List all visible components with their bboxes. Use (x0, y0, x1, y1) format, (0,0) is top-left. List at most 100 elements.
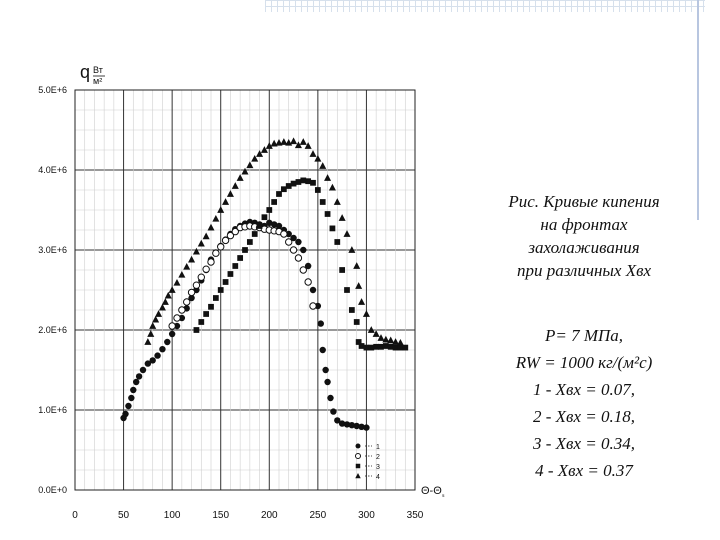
y-axis-label: q Вт м² (80, 62, 105, 86)
data-point (155, 310, 163, 317)
data-point (317, 320, 324, 327)
data-point (144, 360, 152, 367)
data-point (309, 150, 317, 157)
y-tick-label: 1.0E+6 (38, 405, 67, 415)
data-point (368, 344, 375, 351)
data-point (290, 234, 297, 242)
data-point (343, 421, 351, 428)
legend-marker (355, 453, 361, 459)
data-point (147, 330, 155, 337)
data-point (212, 214, 220, 222)
data-point (192, 281, 201, 289)
data-point (217, 243, 225, 251)
y-tick-label: 5.0E+6 (38, 85, 67, 95)
data-point (251, 231, 258, 237)
data-point (285, 238, 293, 246)
data-point (324, 211, 331, 217)
data-point (294, 141, 302, 149)
caption-line: Рис. Кривые кипения (508, 192, 660, 211)
data-point (382, 335, 390, 343)
data-point (256, 150, 264, 157)
y-tick-labels: 0.0E+0 1.0E+6 2.0E+6 3.0E+6 4.0E+6 5.0E+6 (38, 85, 67, 495)
data-point (343, 230, 351, 237)
data-point (328, 183, 336, 191)
x-tick-label: 100 (164, 510, 181, 521)
data-point (242, 247, 248, 253)
data-point (285, 183, 292, 189)
data-point (154, 352, 161, 359)
data-point (130, 386, 137, 394)
decorative-grid-band (265, 0, 705, 12)
data-point (382, 343, 389, 349)
data-point (289, 246, 298, 254)
data-point (232, 263, 239, 269)
data-point (309, 302, 317, 310)
x-tick-label: 150 (212, 510, 229, 521)
data-point (178, 306, 186, 314)
caption-line: захолаживания (528, 238, 640, 257)
param-line: P= 7 МПа, (544, 326, 624, 345)
y-tick-label: 4.0E+6 (38, 165, 67, 175)
data-point (327, 394, 334, 402)
legend: 1 2 3 4 (355, 443, 380, 481)
data-point (128, 394, 135, 402)
data-point (203, 311, 210, 317)
y-axis-unit-den: м² (93, 76, 102, 86)
data-point (339, 267, 346, 273)
data-point (226, 231, 235, 240)
data-point (173, 278, 181, 286)
data-points (120, 137, 409, 431)
legend-label: 4 (376, 474, 380, 481)
y-tick-label: 2.0E+6 (38, 325, 67, 335)
data-point (149, 357, 156, 364)
data-point (212, 249, 220, 257)
data-point (276, 191, 282, 197)
data-point (241, 167, 249, 175)
data-point (188, 255, 196, 263)
x-tick-label: 250 (310, 510, 327, 521)
data-point (251, 154, 259, 162)
param-line: 4 - Xвх = 0.37 (535, 461, 633, 480)
data-point (164, 291, 172, 299)
data-point (231, 227, 239, 236)
y-axis-unit-num: Вт (93, 65, 103, 75)
data-point (212, 295, 219, 301)
data-point (161, 298, 169, 305)
data-point (392, 338, 400, 345)
data-point (295, 238, 302, 246)
data-point (237, 255, 244, 261)
data-point (217, 206, 225, 213)
series-3 (193, 177, 409, 351)
data-point (314, 187, 321, 193)
series-4 (144, 137, 404, 346)
data-point (348, 307, 355, 313)
data-point (324, 174, 332, 181)
data-point (294, 254, 303, 262)
data-point (193, 327, 200, 333)
data-point (231, 182, 239, 189)
x-tick-label: 50 (118, 510, 130, 521)
data-point (275, 138, 283, 146)
x-tick-labels: 0 50 100 150 200 250 300 350 (72, 510, 424, 521)
data-point (139, 366, 147, 374)
data-point (319, 346, 326, 354)
caption-line: на фронтах (540, 215, 628, 234)
data-point (319, 162, 327, 169)
y-axis-symbol: q (80, 62, 90, 82)
data-point (125, 402, 132, 410)
param-line: 3 - Xвх = 0.34, (533, 434, 635, 453)
data-point (222, 279, 229, 285)
data-point (183, 262, 191, 270)
data-point (309, 286, 317, 294)
data-point (304, 262, 312, 270)
data-point (197, 273, 205, 281)
data-point (280, 138, 288, 145)
data-point (236, 174, 244, 181)
data-point (378, 343, 384, 350)
data-point (330, 408, 337, 415)
y-tick-label: 0.0E+0 (38, 485, 67, 495)
data-point (208, 303, 214, 310)
data-point (372, 330, 380, 337)
data-point (338, 420, 346, 427)
data-point (295, 179, 302, 185)
